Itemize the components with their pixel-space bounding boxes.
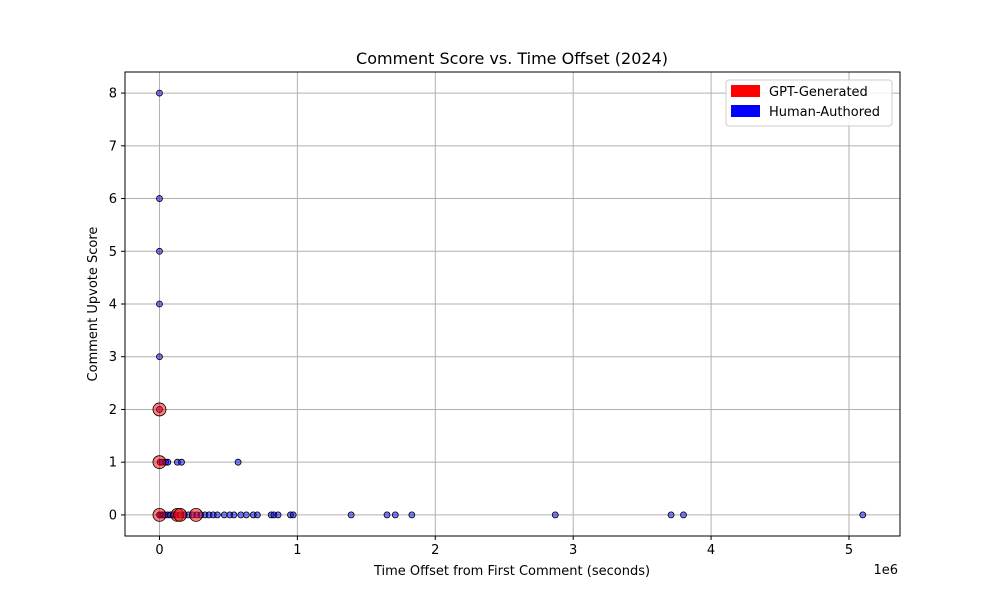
- grid-layer: [125, 72, 900, 536]
- y-tick-label: 3: [109, 350, 117, 365]
- y-tick-label: 2: [109, 403, 117, 418]
- legend-frame: [725, 79, 893, 127]
- y-tick-label: 4: [109, 298, 117, 313]
- legend-swatch-gpt-generated: [731, 85, 760, 97]
- data-point-human-authored: [253, 511, 261, 519]
- y-tick-label: 0: [109, 508, 117, 523]
- data-point-human-authored: [178, 458, 185, 466]
- data-point-human-authored: [156, 89, 163, 97]
- data-point-human-authored: [234, 458, 242, 466]
- data-point-human-authored: [220, 511, 228, 519]
- x-tick-label: 0: [155, 543, 163, 558]
- data-point-gpt-generated: [152, 455, 167, 470]
- legend-label-human-authored: Human-Authored: [769, 105, 880, 120]
- data-point-human-authored: [156, 195, 163, 202]
- legend-swatch-human-authored: [731, 105, 760, 117]
- y-tick-label: 7: [109, 139, 117, 154]
- x-tick-label: 3: [569, 543, 577, 558]
- data-point-human-authored: [680, 511, 687, 519]
- ticks-layer: 0 1 2 3 4 5 0 1 2 3 4 5 6 7 8: [109, 87, 853, 558]
- x-tick-label: 4: [707, 543, 715, 558]
- y-tick-label: 5: [109, 245, 117, 260]
- data-point-human-authored: [230, 511, 238, 519]
- data-point-human-authored: [859, 511, 867, 519]
- data-point-human-authored: [347, 511, 355, 519]
- data-point-human-authored: [237, 511, 245, 519]
- data-point-human-authored: [289, 511, 297, 519]
- x-tick-label: 5: [845, 543, 853, 558]
- data-point-human-authored: [213, 511, 221, 519]
- legend-label-gpt-generated: GPT-Generated: [769, 85, 868, 100]
- y-tick-label: 6: [109, 192, 117, 207]
- x-tick-label: 2: [431, 543, 439, 558]
- y-tick-label: 8: [109, 87, 117, 102]
- data-point-human-authored: [667, 511, 675, 519]
- data-point-human-authored: [383, 511, 391, 519]
- data-point-human-authored: [274, 511, 282, 519]
- x-scale-offset-label: 1e6: [873, 563, 898, 578]
- data-point-human-authored: [156, 353, 163, 361]
- y-tick-label: 1: [109, 456, 117, 471]
- x-tick-label: 1: [293, 543, 301, 558]
- data-point-gpt-generated: [173, 508, 188, 522]
- legend: GPT-Generated Human-Authored: [725, 79, 893, 127]
- data-point-human-authored: [242, 511, 250, 519]
- data-point-gpt-generated: [152, 402, 167, 417]
- data-point-human-authored: [551, 511, 559, 519]
- data-point-gpt-generated: [189, 508, 203, 522]
- data-point-human-authored: [408, 511, 416, 519]
- x-axis-label: Time Offset from First Comment (seconds): [373, 564, 650, 579]
- chart-title: Comment Score vs. Time Offset (2024): [356, 49, 668, 68]
- data-point-human-authored: [156, 247, 163, 255]
- data-point-human-authored: [391, 511, 399, 519]
- data-point-gpt-generated: [152, 508, 167, 522]
- data-point-human-authored: [156, 300, 163, 308]
- y-axis-label: Comment Upvote Score: [86, 227, 101, 382]
- points-layer: [152, 89, 867, 522]
